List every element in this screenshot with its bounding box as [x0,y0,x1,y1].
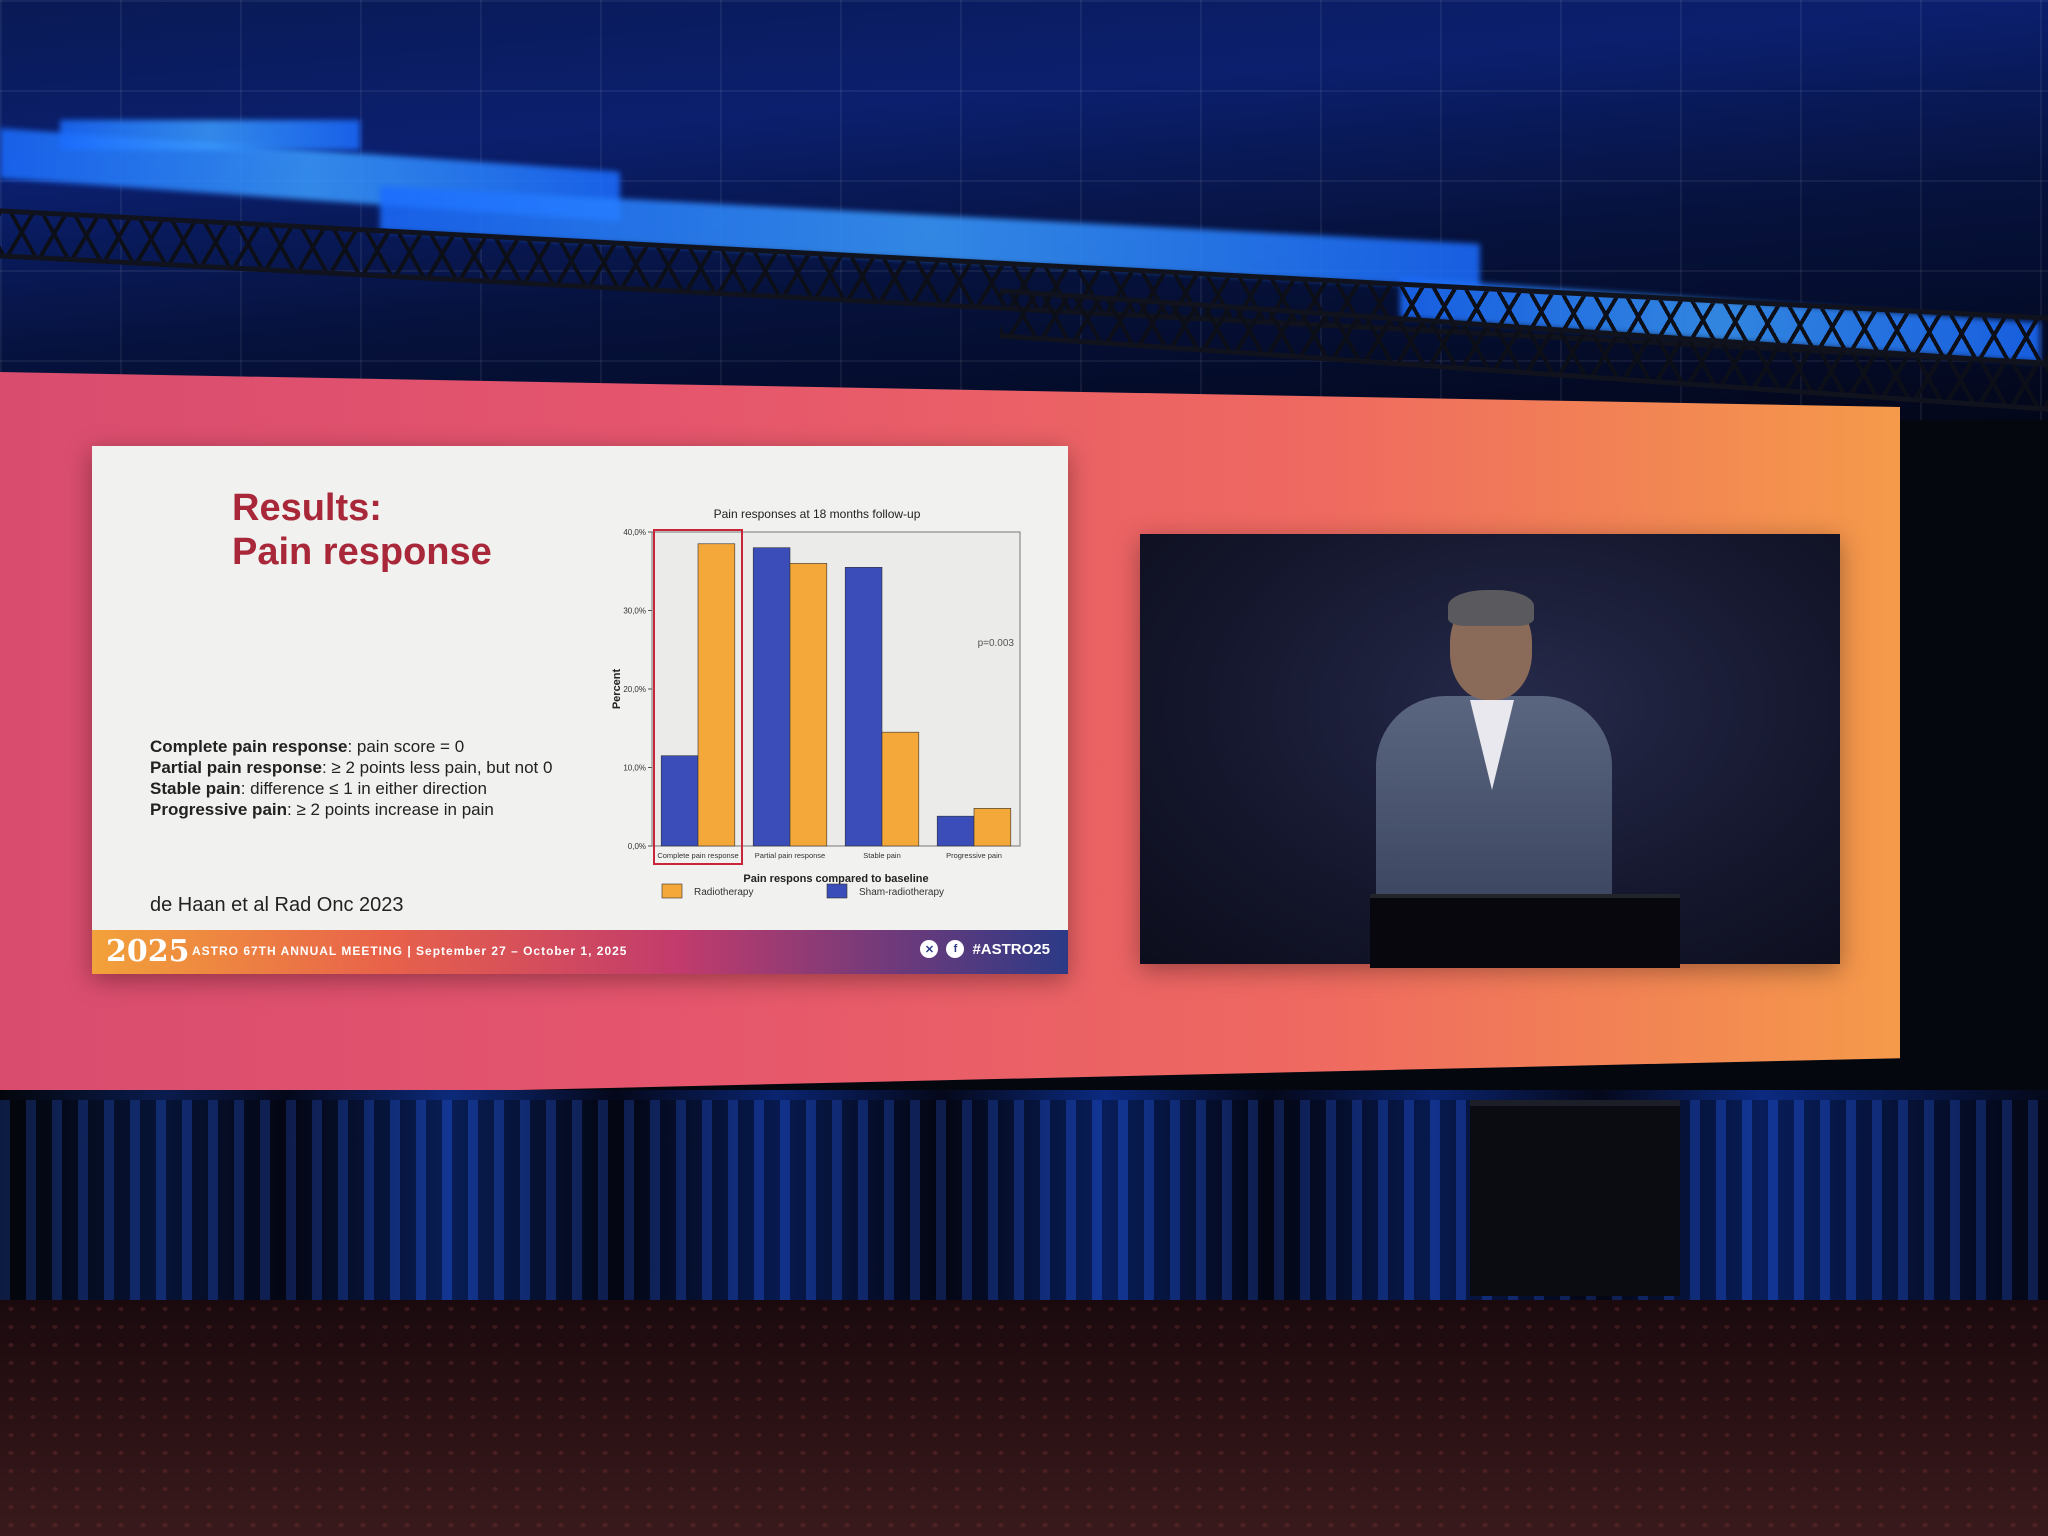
podium [1370,894,1680,968]
bar-sham-radiotherapy-2 [844,567,883,847]
bar-radiotherapy-3 [973,808,1012,847]
definition-desc: : pain score = 0 [347,737,465,756]
p-value-annotation: p=0.003 [978,638,1015,649]
definition-desc: : difference ≤ 1 in either direction [240,779,487,798]
x-tick-label: Stable pain [863,851,901,860]
legend-label: Radiotherapy [694,887,753,898]
y-tick-label: 0,0% [628,842,646,851]
y-tick-label: 20,0% [623,685,646,694]
bar-radiotherapy-2 [881,731,920,847]
x-tick-label: Complete pain response [657,851,738,860]
definition-term: Partial pain response [150,758,322,777]
definition-item: Partial pain response: ≥ 2 points less p… [150,757,552,778]
y-tick-label: 30,0% [623,607,646,616]
y-axis-ticks: 0,0% 10,0% 20,0% 30,0% 40,0% [623,528,652,851]
definition-term: Complete pain response [150,737,348,756]
citation: de Haan et al Rad Onc 2023 [150,894,404,916]
y-tick-label: 40,0% [623,528,646,537]
x-icon: ✕ [920,940,939,958]
bar-radiotherapy-1 [789,563,828,847]
definition-term: Progressive pain [150,800,288,819]
bar-sham-radiotherapy-3 [936,815,975,847]
definition-item: Complete pain response: pain score = 0 [150,736,552,757]
definition-desc: : ≥ 2 points less pain, but not 0 [321,758,553,777]
ceiling [0,0,2048,420]
bar-sham-radiotherapy-1 [752,547,791,847]
bar-radiotherapy-0 [697,543,736,847]
stage-monitor [1470,1100,1680,1296]
carpet-pattern [0,1300,2048,1536]
banner-hashtag: #ASTRO25 [972,940,1050,958]
banner-year: 2025 [106,934,190,969]
slide-title: Results: Pain response [232,486,492,574]
slide-title-line2: Pain response [232,531,492,573]
bar-chart-svg: Pain responses at 18 months follow-up Pe… [611,507,1021,899]
stage-front [0,1090,2048,1320]
x-axis-label: Pain respons compared to baseline [743,873,928,885]
definition-item: Progressive pain: ≥ 2 points increase in… [150,799,552,820]
x-axis-ticks: Complete pain response Partial pain respo… [657,851,1002,860]
definition-list: Complete pain response: pain score = 0 P… [150,736,552,820]
banner-social: ✕ f #ASTRO25 [920,940,1050,958]
highlight-box [653,529,743,865]
x-tick-label: Progressive pain [946,851,1002,860]
x-tick-label: Partial pain response [755,851,825,860]
ceiling-light [60,120,360,150]
bar-sham-radiotherapy-0 [660,755,699,847]
chart-bars [653,529,1012,865]
stage-drapes [0,1100,2048,1330]
chart-title: Pain responses at 18 months follow-up [714,507,921,521]
chart-legend: Radiotherapy Sham-radiotherapy [661,883,944,899]
carpet-floor [0,1300,2048,1536]
conference-banner: 2025 ASTRO 67TH ANNUAL MEETING | Septemb… [92,930,1068,974]
definition-item: Stable pain: difference ≤ 1 in either di… [150,778,552,799]
y-axis-label: Percent [612,668,623,709]
slide-title-line1: Results: [232,487,382,529]
legend-label: Sham-radiotherapy [859,887,944,898]
speaker-video-feed [1140,534,1840,968]
bar-chart: Pain responses at 18 months follow-up Pe… [611,506,1032,906]
speaker-hair [1448,590,1534,626]
definition-desc: : ≥ 2 points increase in pain [287,800,494,819]
legend-swatch [661,883,683,899]
banner-text: ASTRO 67TH ANNUAL MEETING | September 27… [192,944,628,958]
definition-term: Stable pain [150,779,241,798]
presentation-slide: Results: Pain response Complete pain res… [92,446,1068,974]
facebook-icon: f [946,940,965,958]
legend-swatch [826,883,848,899]
y-tick-label: 10,0% [623,764,646,773]
